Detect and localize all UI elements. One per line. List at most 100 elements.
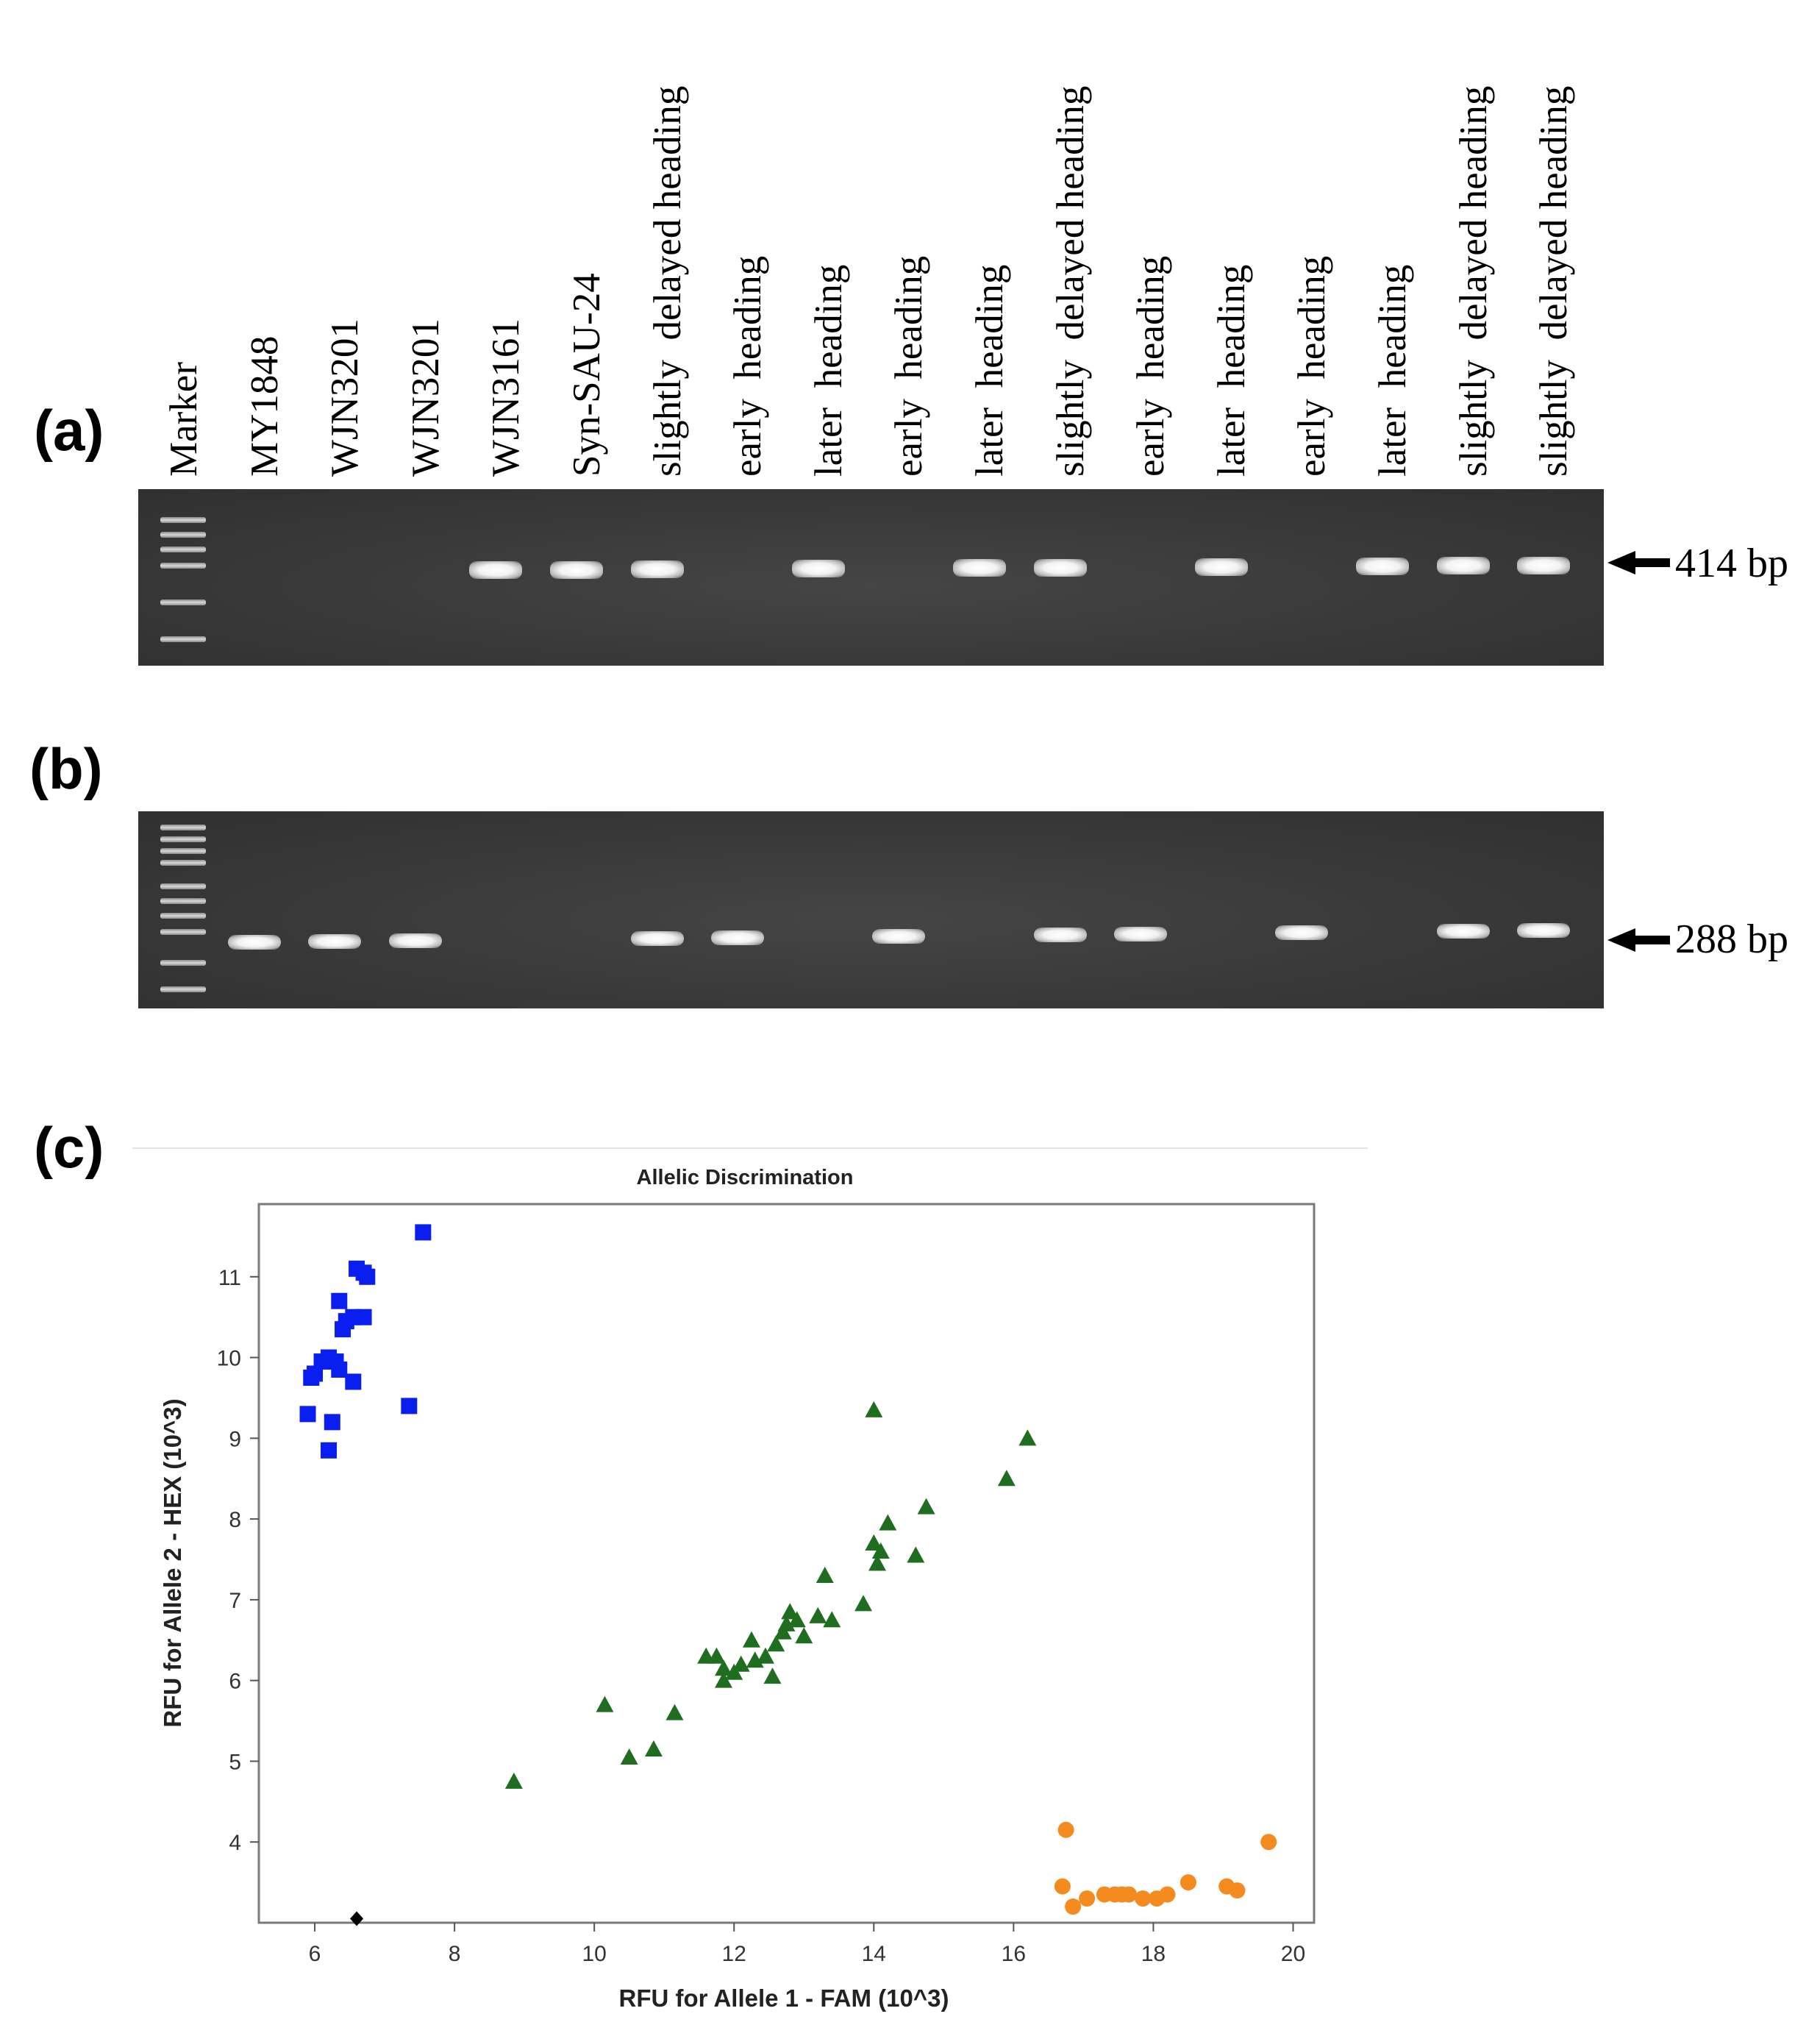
- lane-label-16: slightly delayed heading: [1452, 85, 1495, 477]
- data-point-allele-2: [331, 1362, 348, 1378]
- data-point-allele-2: [331, 1292, 348, 1309]
- data-point-heterozygous: [596, 1695, 614, 1712]
- arrow-icon: [1607, 551, 1670, 574]
- ladder-band: [160, 929, 206, 935]
- ladder-band: [160, 599, 206, 605]
- x-tick-label: 10: [582, 1942, 606, 1966]
- x-tick-label: 12: [722, 1942, 746, 1966]
- lane-label-2: WJN3201: [324, 318, 367, 477]
- dna-band: [1033, 559, 1087, 577]
- ladder-band: [160, 636, 206, 642]
- dna-band: [1275, 925, 1329, 940]
- data-point-heterozygous: [795, 1627, 813, 1644]
- data-point-heterozygous: [504, 1772, 523, 1789]
- ladder-band: [160, 563, 206, 569]
- data-point-allele-2: [415, 1224, 432, 1241]
- ladder-band: [160, 547, 206, 552]
- data-point-allele-2: [345, 1373, 362, 1390]
- lane-label-7: early heading: [727, 255, 770, 477]
- data-point-heterozygous: [1018, 1429, 1037, 1446]
- data-point-allele-1: [1180, 1874, 1196, 1891]
- data-point-allele-2: [303, 1370, 320, 1387]
- dna-band: [1436, 924, 1490, 939]
- data-point-heterozygous: [854, 1595, 873, 1612]
- data-point-heterozygous: [816, 1566, 834, 1583]
- data-point-heterozygous: [823, 1611, 841, 1628]
- lane-label-6: slightly delayed heading: [646, 85, 689, 477]
- lane-label-0: Marker: [163, 362, 205, 477]
- data-point-allele-2: [335, 1321, 351, 1338]
- data-point-heterozygous: [714, 1671, 732, 1688]
- ladder-band: [160, 860, 206, 866]
- dna-band: [1517, 923, 1571, 938]
- data-point-allele-2: [299, 1406, 316, 1423]
- data-point-allele-2: [401, 1398, 418, 1414]
- data-point-allele-1: [1159, 1886, 1176, 1903]
- data-point-heterozygous: [742, 1631, 760, 1648]
- lane-label-5: Syn-SAU-24: [565, 273, 608, 477]
- y-tick-label: 11: [218, 1266, 241, 1290]
- lane-label-17: slightly delayed heading: [1532, 85, 1576, 477]
- lane-label-8: later heading: [807, 264, 850, 477]
- data-point-heterozygous: [732, 1655, 750, 1672]
- data-point-allele-1: [1065, 1898, 1082, 1915]
- lane-label-10: later heading: [968, 264, 1011, 477]
- data-point-heterozygous: [665, 1704, 684, 1720]
- data-point-heterozygous: [868, 1554, 887, 1571]
- dna-band: [469, 561, 523, 579]
- data-point-heterozygous: [809, 1606, 827, 1623]
- panel-label-c: (c): [34, 1115, 104, 1180]
- data-point-heterozygous: [907, 1546, 925, 1563]
- dna-band: [550, 561, 603, 579]
- data-point-heterozygous: [781, 1603, 799, 1620]
- x-tick-label: 16: [1002, 1942, 1026, 1966]
- lane-label-11: slightly delayed heading: [1049, 85, 1092, 477]
- dna-band: [1033, 928, 1087, 942]
- data-point-heterozygous: [997, 1470, 1016, 1487]
- y-tick-label: 6: [229, 1670, 241, 1694]
- dna-band: [227, 935, 281, 950]
- dna-band: [1194, 558, 1248, 576]
- data-point-allele-1: [1057, 1821, 1074, 1838]
- lane-label-14: early heading: [1291, 255, 1334, 477]
- ladder-band: [160, 836, 206, 842]
- data-point-heterozygous: [644, 1740, 663, 1756]
- ladder-band: [160, 517, 206, 523]
- lane-label-9: early heading: [888, 255, 931, 477]
- ladder-band: [160, 913, 206, 919]
- data-point-heterozygous: [879, 1514, 897, 1531]
- data-point-heterozygous: [756, 1647, 774, 1664]
- lane-label-13: later heading: [1210, 264, 1253, 477]
- lane-label-12: early heading: [1130, 255, 1173, 477]
- dna-band: [1114, 927, 1168, 942]
- ladder-band: [160, 883, 206, 889]
- arrow-icon: [1607, 928, 1670, 952]
- x-axis-label: RFU for Allele 1 - FAM (10^3): [619, 1985, 949, 2012]
- x-tick-label: 6: [309, 1942, 321, 1966]
- data-point-ntc: [350, 1911, 364, 1926]
- data-point-allele-1: [1079, 1890, 1096, 1907]
- allelic-discrimination-chart: Allelic Discrimination 6 8 10 12 14 16 18 20 4 5 6…: [132, 1147, 1368, 2012]
- data-point-heterozygous: [767, 1635, 785, 1652]
- dna-band: [630, 931, 684, 946]
- x-tick-label: 14: [862, 1942, 886, 1966]
- gel-image-b: [138, 811, 1604, 1008]
- dna-band: [308, 934, 362, 949]
- y-tick-label: 5: [229, 1750, 241, 1774]
- dna-band: [872, 929, 926, 944]
- data-point-heterozygous: [917, 1498, 935, 1514]
- lane-label-15: later heading: [1371, 264, 1414, 477]
- data-point-allele-1: [1229, 1882, 1246, 1899]
- dna-band: [791, 560, 845, 577]
- data-point-allele-1: [1054, 1878, 1071, 1895]
- data-point-allele-2: [324, 1414, 340, 1431]
- dna-band: [953, 559, 1006, 577]
- ladder-band: [160, 848, 206, 854]
- data-point-allele-1: [1260, 1834, 1277, 1851]
- ladder-band: [160, 960, 206, 966]
- y-tick-label: 4: [229, 1831, 241, 1855]
- data-point-heterozygous: [707, 1647, 726, 1664]
- ladder-band: [160, 532, 206, 538]
- data-point-heterozygous: [774, 1623, 792, 1640]
- chart-title: Allelic Discrimination: [637, 1166, 854, 1189]
